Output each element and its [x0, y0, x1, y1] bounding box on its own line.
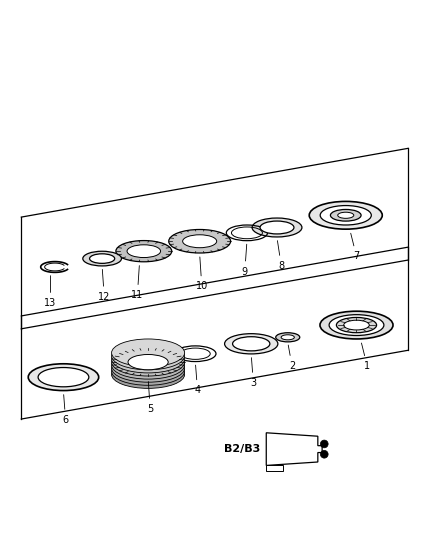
Text: 13: 13: [44, 276, 57, 308]
Polygon shape: [266, 465, 283, 471]
Ellipse shape: [112, 354, 185, 382]
Ellipse shape: [281, 335, 294, 340]
Ellipse shape: [38, 368, 89, 387]
Ellipse shape: [112, 358, 185, 385]
Text: 12: 12: [98, 270, 110, 302]
Text: 9: 9: [242, 244, 248, 277]
Text: 3: 3: [250, 358, 256, 388]
Text: B2/B3: B2/B3: [223, 444, 260, 454]
Text: 11: 11: [131, 265, 144, 300]
Ellipse shape: [329, 314, 384, 335]
Ellipse shape: [336, 318, 377, 333]
Ellipse shape: [320, 311, 393, 339]
Text: 7: 7: [351, 233, 360, 261]
Text: 10: 10: [196, 257, 208, 292]
Ellipse shape: [225, 334, 278, 354]
Ellipse shape: [276, 333, 300, 342]
Circle shape: [321, 440, 328, 448]
Ellipse shape: [116, 240, 172, 262]
Text: 6: 6: [63, 394, 69, 425]
Ellipse shape: [83, 251, 121, 266]
Ellipse shape: [260, 221, 294, 234]
Circle shape: [321, 450, 328, 458]
Ellipse shape: [112, 339, 185, 367]
Text: 4: 4: [194, 365, 201, 395]
Ellipse shape: [233, 337, 270, 351]
Polygon shape: [266, 433, 322, 465]
Ellipse shape: [28, 364, 99, 391]
Ellipse shape: [169, 230, 230, 253]
Ellipse shape: [112, 361, 185, 389]
Ellipse shape: [112, 351, 185, 379]
Text: 5: 5: [147, 382, 153, 414]
Ellipse shape: [128, 354, 168, 370]
Ellipse shape: [252, 218, 302, 237]
Ellipse shape: [89, 254, 115, 263]
Ellipse shape: [344, 320, 369, 330]
Text: 2: 2: [288, 345, 295, 371]
Ellipse shape: [309, 201, 382, 229]
Ellipse shape: [127, 245, 161, 257]
Ellipse shape: [112, 342, 185, 370]
Ellipse shape: [183, 235, 217, 248]
Text: 8: 8: [277, 241, 284, 271]
Ellipse shape: [320, 206, 371, 225]
Ellipse shape: [112, 345, 185, 373]
Ellipse shape: [112, 348, 185, 376]
Text: 1: 1: [361, 343, 370, 371]
Ellipse shape: [338, 212, 354, 219]
Ellipse shape: [330, 209, 361, 221]
